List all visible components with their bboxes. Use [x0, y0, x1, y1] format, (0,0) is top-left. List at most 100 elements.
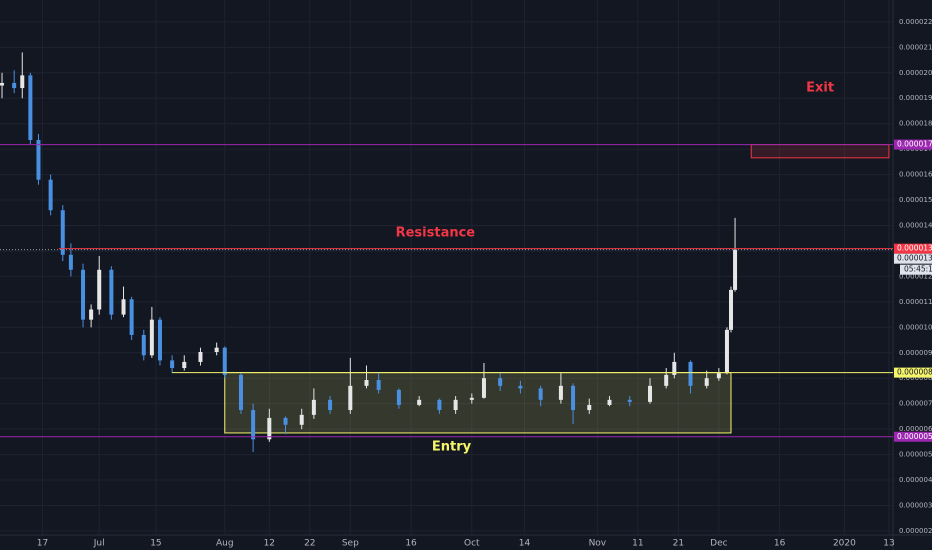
candle-body [149, 319, 154, 356]
candle-body [724, 329, 729, 374]
y-tick-label: 0.00001800 [899, 120, 932, 128]
x-tick-label: Oct [464, 539, 480, 549]
candle-body [129, 299, 134, 335]
price-tag [894, 139, 932, 150]
candle-body [141, 334, 146, 356]
candle-body [364, 379, 369, 386]
y-tick-label: 0.00001200 [899, 272, 932, 280]
x-tick-label: Jul [93, 539, 105, 549]
y-tick-label: 0.00001400 [899, 222, 932, 230]
annotation: Resistance [396, 226, 476, 241]
candle-body [481, 378, 486, 398]
price-tag [894, 253, 932, 264]
candle-body [60, 210, 65, 255]
candle-body [299, 414, 304, 425]
x-tick-label: 16 [405, 539, 417, 549]
y-tick-label: 0.00000200 [899, 527, 932, 535]
candle-body [89, 309, 94, 320]
y-tick-label: 0.00002000 [899, 69, 932, 77]
candle-body [627, 399, 632, 402]
y-tick-label: 0.00001100 [899, 298, 932, 306]
y-tick-label: 0.00000300 [899, 501, 932, 509]
y-tick-label: 0.00001000 [899, 323, 932, 331]
price-tag-label: 0.00001718 [897, 140, 932, 149]
candle-body [0, 82, 5, 86]
candle-body [729, 289, 734, 330]
candle-body [672, 361, 677, 375]
candle-body [376, 379, 381, 390]
candle-body [733, 249, 738, 290]
candle-body [283, 417, 288, 425]
candle-body [36, 139, 41, 180]
candle-body [311, 399, 316, 415]
price-tag [894, 431, 932, 442]
candle-body [587, 404, 592, 411]
candle-body [198, 352, 203, 362]
candle-body [664, 374, 669, 386]
x-tick-label: 16 [774, 539, 786, 549]
y-tick-label: 0.00000700 [899, 400, 932, 408]
candle-body [182, 361, 187, 369]
y-tick-label: 0.00000500 [899, 451, 932, 459]
y-tick-label: 0.00000800 [899, 374, 932, 382]
annotation: Exit [806, 81, 834, 96]
candle-body [688, 361, 693, 386]
x-tick-label: 21 [673, 539, 684, 549]
candle-body [68, 254, 73, 270]
price-tag-label: 0.00001309 [897, 244, 932, 253]
candle-body [396, 389, 401, 405]
y-tick-label: 0.00000400 [899, 476, 932, 484]
price-tag-label: 0.00000570 [897, 432, 932, 441]
countdown-label: 05:45:10 [904, 265, 932, 274]
x-tick-label: 2020 [833, 539, 856, 549]
candle-body [81, 269, 86, 320]
candle-body [170, 360, 175, 369]
candle-body [469, 397, 474, 400]
candle-body [157, 319, 162, 361]
candle-body [571, 385, 576, 411]
candle-body [20, 75, 25, 89]
y-tick-label: 0.00001500 [899, 196, 932, 204]
y-tick-label: 0.00002200 [899, 18, 932, 26]
x-tick-label: Nov [589, 539, 607, 549]
candle-body [518, 385, 523, 389]
candle-body [453, 399, 458, 411]
candle-body [97, 269, 102, 310]
candle-body [607, 399, 612, 405]
candle-body [109, 269, 114, 315]
candle-body [417, 399, 422, 405]
zone [224, 372, 732, 434]
countdown-tag [900, 264, 932, 275]
x-tick-label: 13 [883, 539, 894, 549]
candle-body [716, 373, 721, 379]
candle-body [28, 75, 33, 140]
candle-body [48, 179, 53, 211]
x-tick-label: 12 [264, 539, 275, 549]
x-tick-label: Aug [216, 539, 234, 549]
x-tick-label: 22 [304, 539, 315, 549]
candle-body [267, 417, 272, 440]
candle-body [328, 399, 333, 411]
candle-body [437, 399, 442, 411]
x-tick-label: 15 [150, 539, 161, 549]
candle-body [222, 347, 227, 375]
y-tick-label: 0.00000900 [899, 349, 932, 357]
price-tag-label: 0.00000822 [897, 368, 932, 377]
x-tick-label: Dec [710, 539, 727, 549]
y-tick-label: 0.00001600 [899, 171, 932, 179]
x-tick-label: 17 [37, 539, 48, 549]
x-tick-label: 14 [519, 539, 531, 549]
price-tag [894, 367, 932, 378]
price-tag [894, 243, 932, 254]
candle-body [121, 299, 126, 315]
candle-body [12, 82, 17, 89]
y-tick-label: 0.00002100 [899, 43, 932, 51]
candle-body [558, 385, 563, 400]
x-tick-label: 11 [632, 539, 643, 549]
candle-body [214, 347, 219, 353]
y-tick-label: 0.00001900 [899, 94, 932, 102]
candle-body [251, 410, 256, 440]
